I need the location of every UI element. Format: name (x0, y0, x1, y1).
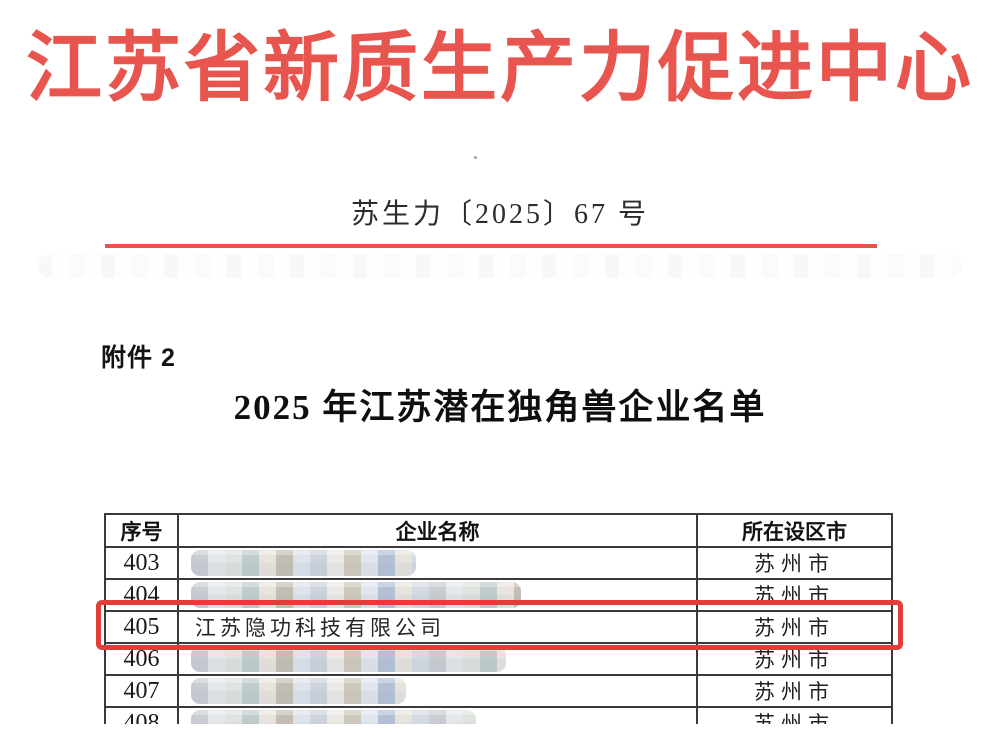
table-row: 408 苏州市 (104, 706, 893, 724)
letterhead-divider-rule (105, 244, 877, 248)
row-city: 苏州市 (696, 546, 893, 580)
list-title: 2025 年江苏潜在独角兽企业名单 (233, 388, 767, 427)
redacted-company-name (191, 678, 406, 704)
table-row: 403 苏州市 (104, 546, 893, 580)
row-city: 苏州市 (696, 674, 893, 708)
header-city: 所在设区市 (742, 520, 847, 544)
header-company: 企业名称 (395, 520, 480, 544)
redacted-company-name (191, 550, 416, 576)
row-no: 403 (104, 546, 179, 580)
row-no: 408 (104, 706, 179, 724)
header-no: 序号 (120, 520, 163, 544)
redacted-company-name (191, 582, 521, 608)
enterprise-table: 序号 企业名称 所在设区市 403 苏州市 404 苏州市 405 江苏隐功科技… (104, 513, 894, 724)
table-row: 407 苏州市 (104, 674, 893, 708)
table-row: 406 苏州市 (104, 642, 893, 676)
row-city: 苏州市 (696, 706, 893, 724)
company-name: 江苏隐功科技有限公司 (195, 616, 445, 640)
table-row-highlighted: 405 江苏隐功科技有限公司 苏州市 (104, 610, 893, 644)
table-row: 404 苏州市 (104, 578, 893, 612)
letterhead-org-name: 江苏省新质生产力促进中心 (26, 27, 974, 111)
scan-noise-band (38, 254, 962, 278)
table-header-row: 序号 企业名称 所在设区市 (104, 513, 893, 548)
row-city: 苏州市 (696, 578, 893, 612)
document-number: 苏生力〔2025〕67 号 (350, 199, 649, 230)
scan-speck (474, 156, 477, 159)
redacted-company-name (191, 710, 476, 724)
row-city: 苏州市 (696, 610, 893, 644)
attachment-label: 附件 2 (101, 344, 176, 372)
row-city: 苏州市 (696, 642, 893, 676)
row-no: 406 (104, 642, 179, 676)
row-no: 405 (104, 610, 179, 644)
redacted-company-name (191, 646, 506, 672)
row-no: 404 (104, 578, 179, 612)
row-no: 407 (104, 674, 179, 708)
